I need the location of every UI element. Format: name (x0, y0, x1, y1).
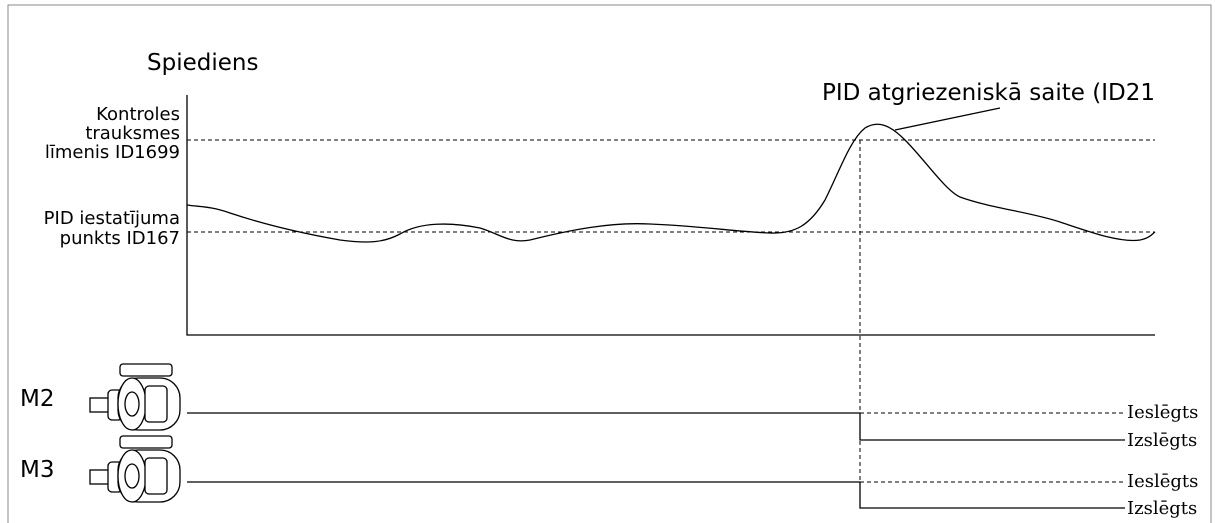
off-label: Izslēgts (1127, 430, 1197, 451)
off-label: Izslēgts (1127, 498, 1197, 519)
axes (186, 95, 1155, 336)
alarm-label: trauksmes (85, 123, 180, 144)
m2-state-line (187, 412, 1125, 441)
feedback-curve (186, 123, 1156, 243)
setpoint-label: punkts ID167 (60, 228, 180, 249)
frame (7, 4, 1212, 523)
motor-label: M2 (20, 386, 54, 412)
feedback-label: PID atgriezeniskā saite (ID21 (822, 80, 1155, 106)
on-label: Ieslēgts (1127, 402, 1198, 423)
alarm-label: līmenis ID1699 (45, 142, 180, 163)
feedback-pointer (894, 107, 1001, 131)
y-axis-label: Spiediens (147, 50, 258, 76)
alarm-label: Kontroles (96, 104, 180, 125)
m3-state-line (187, 481, 1125, 509)
on-label: Ieslēgts (1127, 471, 1198, 492)
motor-label: M3 (20, 457, 54, 483)
motor-icon (89, 363, 181, 431)
motor-icon (89, 435, 181, 503)
setpoint-label: PID iestatījuma (44, 208, 180, 229)
